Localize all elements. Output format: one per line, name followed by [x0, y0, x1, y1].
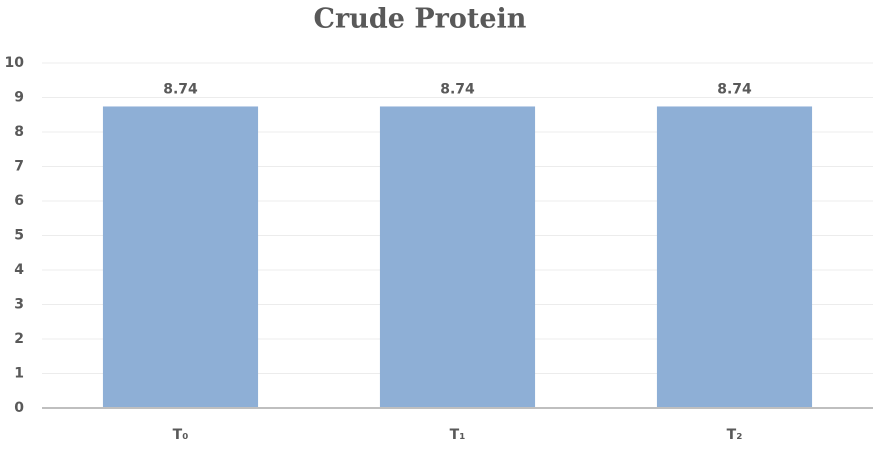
y-tick-label: 6: [14, 193, 24, 209]
x-tick-label: T₁: [450, 427, 466, 443]
y-tick-label: 1: [14, 366, 24, 382]
y-tick-label: 4: [14, 262, 24, 278]
y-tick-label: 2: [14, 331, 24, 347]
x-tick-label: T₀: [173, 427, 189, 443]
bar: [379, 106, 536, 408]
y-tick-label: 8: [14, 124, 24, 140]
data-label: 8.74: [163, 81, 198, 97]
bar: [656, 106, 813, 408]
chart-title: Crude Protein: [314, 4, 527, 35]
data-label: 8.74: [717, 81, 752, 97]
x-tick-label: T₂: [727, 427, 743, 443]
y-tick-label: 9: [14, 90, 24, 106]
y-tick-label: 0: [14, 400, 24, 416]
y-tick-label: 10: [5, 55, 25, 71]
bar: [102, 106, 259, 408]
y-tick-label: 3: [14, 297, 24, 313]
data-label: 8.74: [440, 81, 475, 97]
y-tick-label: 7: [14, 159, 24, 175]
y-tick-label: 5: [14, 228, 24, 244]
